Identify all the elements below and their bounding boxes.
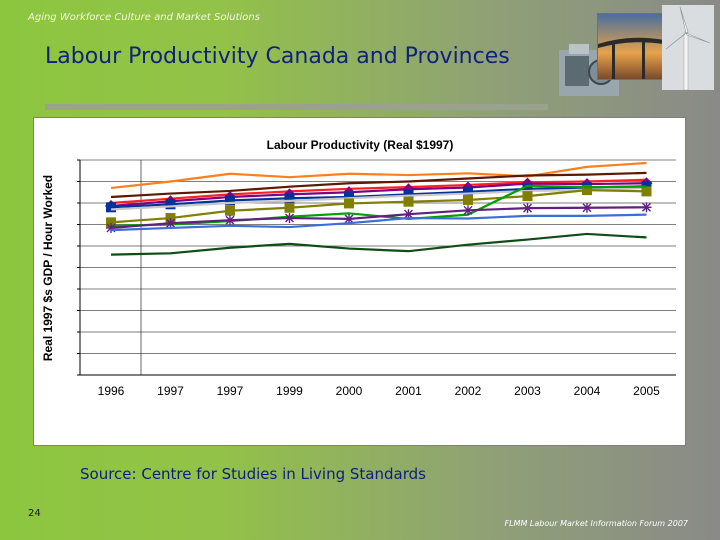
square-marker <box>344 191 354 202</box>
x-tick-label: 2005 <box>633 384 660 398</box>
square-marker <box>641 181 652 192</box>
x-tick-label: 2003 <box>514 384 541 398</box>
square-marker <box>522 191 533 202</box>
series-line <box>110 182 647 208</box>
x-tick-label: 1996 <box>97 384 125 398</box>
x-tick-label: 1997 <box>216 384 244 398</box>
series-line <box>110 186 647 211</box>
square-marker <box>344 198 354 209</box>
asterisk-marker <box>165 218 176 229</box>
series-line <box>110 206 647 230</box>
asterisk-marker <box>522 203 533 214</box>
square-marker <box>165 213 176 224</box>
square-marker <box>225 205 235 216</box>
page-number: 24 <box>28 508 41 519</box>
square-marker <box>225 195 235 206</box>
x-tick-label: 2004 <box>573 384 601 398</box>
chart-panel <box>33 117 686 446</box>
series-line <box>110 178 647 205</box>
chart-title: Labour Productivity (Real $1997) <box>266 138 454 152</box>
x-tick-label: 2000 <box>335 384 363 398</box>
asterisk-marker <box>344 213 354 224</box>
square-marker <box>284 202 295 213</box>
square-marker <box>165 199 176 210</box>
square-marker <box>403 196 414 207</box>
x-tick-label: 2001 <box>395 384 422 398</box>
square-marker <box>582 185 592 196</box>
series-line <box>110 232 647 256</box>
square-marker <box>641 186 652 197</box>
asterisk-marker <box>106 222 116 233</box>
square-marker <box>522 183 533 194</box>
series-line <box>110 188 647 224</box>
x-tick-label: 2002 <box>454 384 482 398</box>
square-marker <box>403 189 414 200</box>
square-marker <box>106 202 116 213</box>
asterisk-marker <box>641 202 652 213</box>
asterisk-marker <box>463 205 473 216</box>
square-marker <box>106 217 116 228</box>
source-note: Source: Centre for Studies in Living Sta… <box>80 465 426 483</box>
asterisk-marker <box>284 213 295 224</box>
asterisk-marker <box>225 215 235 226</box>
series-line <box>110 213 647 232</box>
asterisk-marker <box>582 202 592 213</box>
x-tick-label: 1997 <box>157 384 184 398</box>
wind-turbine-photo <box>658 5 714 90</box>
title-underline <box>45 104 548 110</box>
bridge-photo <box>597 13 665 80</box>
x-tick-label: 1999 <box>276 384 303 398</box>
footer-text: FLMM Labour Market Information Forum 200… <box>504 519 688 528</box>
header-text: Aging Workforce Culture and Market Solut… <box>28 12 260 23</box>
square-marker <box>463 186 473 197</box>
square-marker <box>463 194 473 205</box>
square-marker <box>284 193 295 204</box>
series-line <box>110 171 647 199</box>
series-line <box>110 161 647 190</box>
series-line <box>110 185 647 209</box>
slide-title: Labour Productivity Canada and Provinces <box>45 44 510 69</box>
